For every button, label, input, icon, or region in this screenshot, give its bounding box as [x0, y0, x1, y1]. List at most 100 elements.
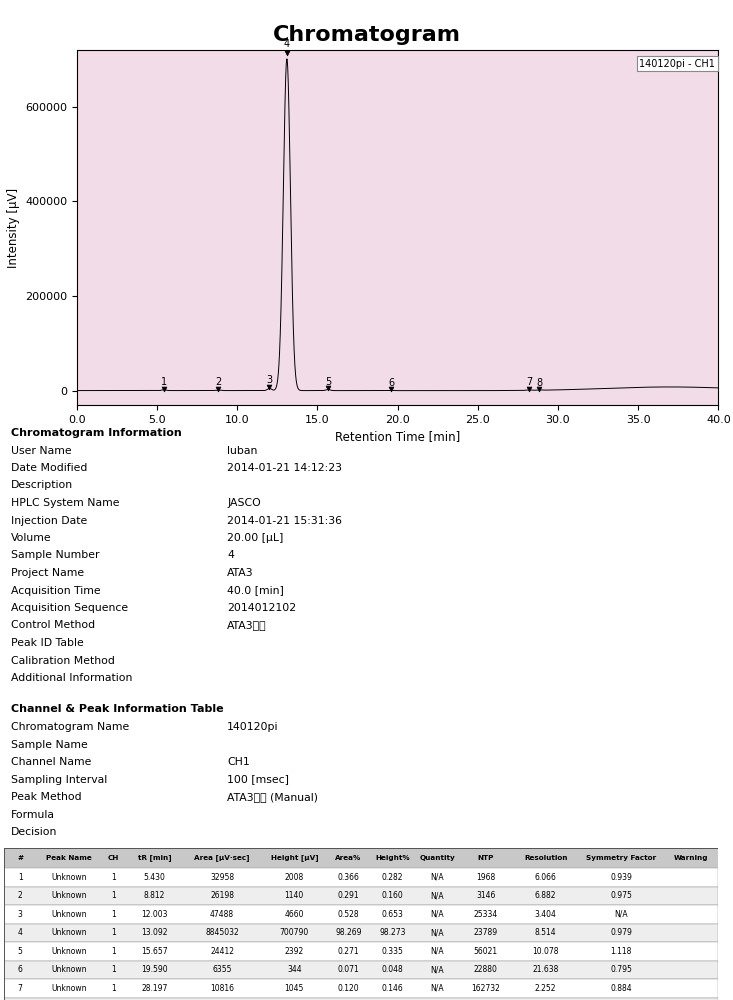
Text: Resolution: Resolution [524, 855, 567, 861]
Text: 6.066: 6.066 [534, 873, 556, 882]
Text: Height [μV]: Height [μV] [270, 855, 318, 861]
Text: 8: 8 [536, 378, 542, 388]
Text: 3146: 3146 [476, 891, 496, 900]
Text: 0.146: 0.146 [381, 984, 403, 993]
Text: 25334: 25334 [474, 910, 498, 919]
Text: 21.638: 21.638 [532, 965, 559, 974]
Text: Channel Name: Channel Name [11, 757, 92, 767]
Text: 6.882: 6.882 [535, 891, 556, 900]
Text: 1: 1 [111, 910, 116, 919]
Text: N/A: N/A [430, 891, 444, 900]
Text: 1968: 1968 [476, 873, 496, 882]
Text: N/A: N/A [430, 928, 444, 937]
Text: 162732: 162732 [471, 984, 501, 993]
Text: 0.366: 0.366 [338, 873, 359, 882]
Text: 0.335: 0.335 [381, 947, 403, 956]
Text: 6: 6 [18, 965, 23, 974]
Text: N/A: N/A [430, 965, 444, 974]
Text: N/A: N/A [430, 910, 444, 919]
Text: 20.00 [μL]: 20.00 [μL] [227, 533, 284, 543]
Bar [4, 998, 718, 1000]
Y-axis label: Intensity [μV]: Intensity [μV] [7, 187, 20, 268]
Text: N/A: N/A [614, 910, 628, 919]
Text: 4: 4 [227, 550, 234, 560]
Text: 10.078: 10.078 [532, 947, 559, 956]
Text: 10816: 10816 [210, 984, 234, 993]
Text: Unknown: Unknown [51, 873, 86, 882]
Text: 700790: 700790 [280, 928, 309, 937]
Bar [4, 887, 718, 905]
Text: 100 [msec]: 100 [msec] [227, 775, 290, 785]
Text: 23789: 23789 [474, 928, 498, 937]
Text: Sample Name: Sample Name [11, 740, 88, 750]
Text: N/A: N/A [430, 984, 444, 993]
Text: 8.812: 8.812 [144, 891, 165, 900]
Text: Sampling Interval: Sampling Interval [11, 775, 107, 785]
Text: 15.657: 15.657 [141, 947, 168, 956]
Text: Channel & Peak Information Table: Channel & Peak Information Table [11, 705, 224, 714]
Text: 4: 4 [284, 39, 290, 49]
Text: 4: 4 [18, 928, 23, 937]
Text: Unknown: Unknown [51, 947, 86, 956]
Text: Height%: Height% [375, 855, 410, 861]
X-axis label: Retention Time [min]: Retention Time [min] [335, 430, 460, 443]
Text: 7: 7 [526, 377, 532, 387]
Text: ATA3方法 (Manual): ATA3方法 (Manual) [227, 792, 318, 802]
Text: luban: luban [227, 446, 257, 456]
Text: N/A: N/A [430, 947, 444, 956]
Text: Sample Number: Sample Number [11, 550, 100, 560]
Text: 22880: 22880 [474, 965, 498, 974]
Text: Area [μV·sec]: Area [μV·sec] [194, 855, 250, 861]
Text: Acquisition Time: Acquisition Time [11, 586, 100, 596]
Text: Date Modified: Date Modified [11, 463, 87, 473]
Bar [4, 848, 718, 868]
Text: 40.0 [min]: 40.0 [min] [227, 586, 284, 596]
Text: ATA3方法: ATA3方法 [227, 620, 267, 631]
Text: JASCO: JASCO [227, 498, 261, 508]
Text: Volume: Volume [11, 533, 51, 543]
Text: Unknown: Unknown [51, 928, 86, 937]
Text: Description: Description [11, 481, 73, 490]
Text: 8845032: 8845032 [205, 928, 239, 937]
Text: Control Method: Control Method [11, 620, 95, 631]
Text: User Name: User Name [11, 446, 72, 456]
Text: 1140: 1140 [284, 891, 304, 900]
Text: 6355: 6355 [213, 965, 232, 974]
Text: 4660: 4660 [284, 910, 304, 919]
Text: 19.590: 19.590 [141, 965, 168, 974]
Text: 140120pi - CH1: 140120pi - CH1 [639, 59, 715, 69]
Text: 2014012102: 2014012102 [227, 603, 296, 613]
Text: Chromatogram: Chromatogram [273, 25, 460, 45]
Text: 0.528: 0.528 [338, 910, 359, 919]
Text: 7: 7 [18, 984, 23, 993]
Text: 0.120: 0.120 [338, 984, 359, 993]
Text: 140120pi: 140120pi [227, 722, 279, 732]
Text: 28.197: 28.197 [141, 984, 168, 993]
Text: 2014-01-21 14:12:23: 2014-01-21 14:12:23 [227, 463, 342, 473]
Text: 1: 1 [111, 947, 116, 956]
Text: 0.795: 0.795 [611, 965, 633, 974]
Text: 1: 1 [111, 984, 116, 993]
Text: 1: 1 [18, 873, 23, 882]
Text: 1: 1 [111, 873, 116, 882]
Text: Quantity: Quantity [419, 855, 455, 861]
Text: 0.071: 0.071 [338, 965, 359, 974]
Text: 2392: 2392 [284, 947, 304, 956]
Text: 1: 1 [111, 891, 116, 900]
Text: 24412: 24412 [210, 947, 234, 956]
Text: 1: 1 [161, 377, 167, 387]
Text: 0.282: 0.282 [382, 873, 403, 882]
Text: Warning: Warning [674, 855, 708, 861]
Text: Chromatogram Name: Chromatogram Name [11, 722, 129, 732]
Text: Peak Method: Peak Method [11, 792, 81, 802]
Text: 0.975: 0.975 [611, 891, 633, 900]
Text: 1: 1 [111, 928, 116, 937]
Text: Unknown: Unknown [51, 891, 86, 900]
Text: 5.430: 5.430 [144, 873, 166, 882]
Text: 2: 2 [18, 891, 23, 900]
Text: NTP: NTP [478, 855, 494, 861]
Text: Acquisition Sequence: Acquisition Sequence [11, 603, 128, 613]
Bar [4, 979, 718, 998]
Text: Area%: Area% [336, 855, 361, 861]
Text: #: # [17, 855, 23, 861]
